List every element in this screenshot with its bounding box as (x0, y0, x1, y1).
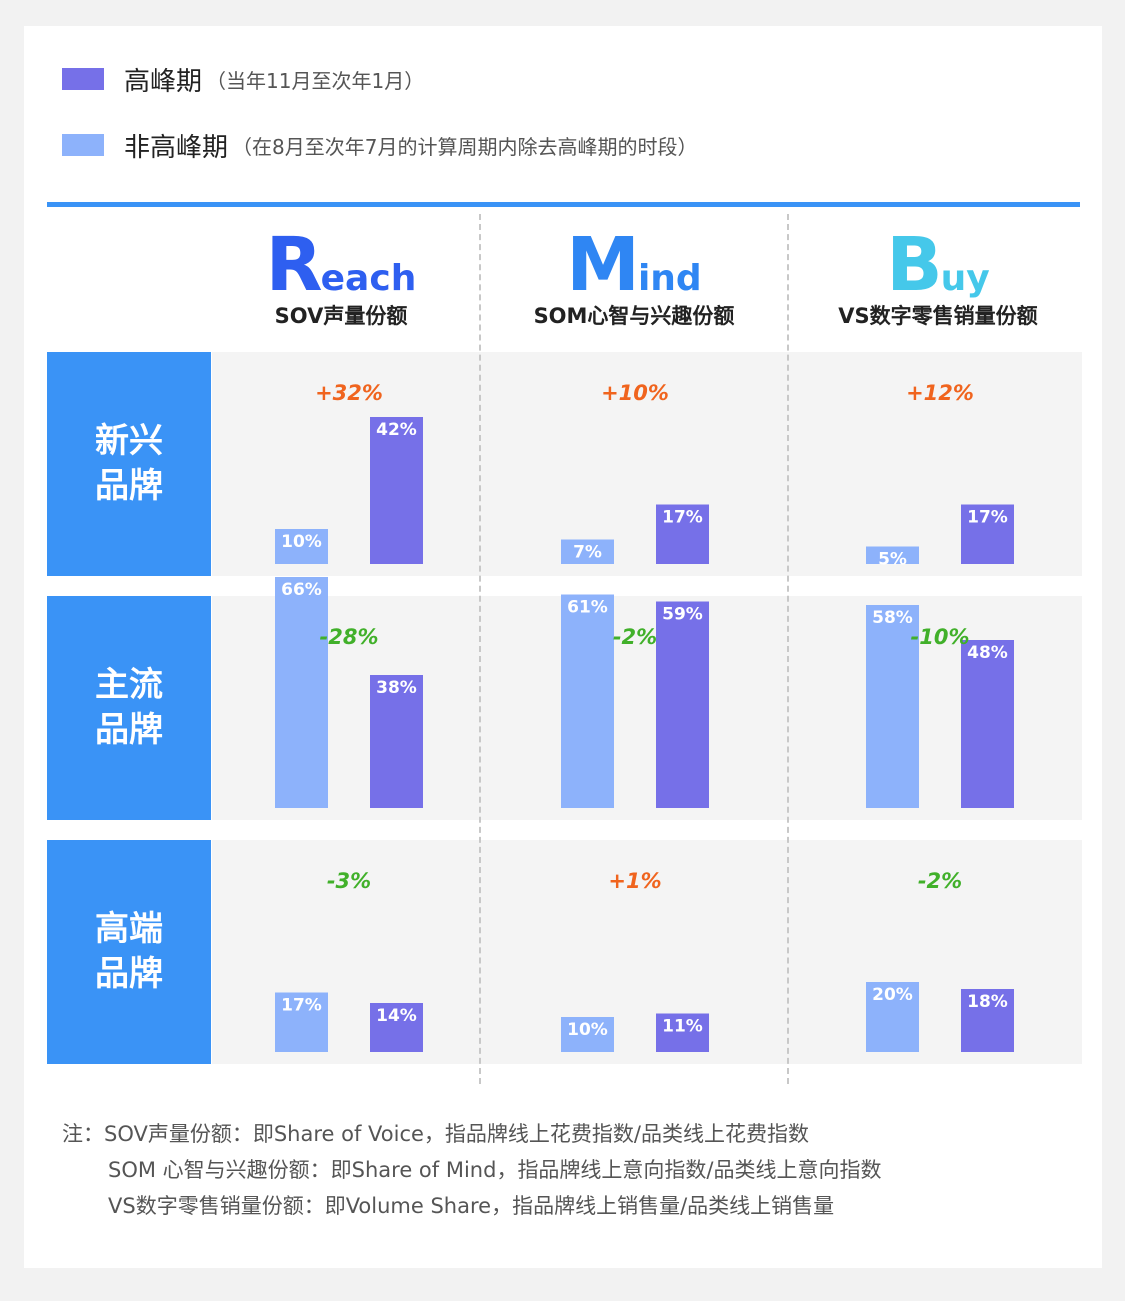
change-label: +12% (906, 381, 974, 405)
change-label: -2% (918, 869, 962, 893)
column-initial: R (265, 222, 323, 308)
column-subtitle: SOV声量份额 (274, 304, 408, 328)
change-label: +1% (608, 869, 661, 893)
bar-offpeak-label: 10% (281, 532, 322, 552)
change-label: -3% (327, 869, 371, 893)
bar-chart-area: 10% 42% +32% 7% 17% +10% 5% 17% +12% 66% 38% -28% 61… (275, 381, 1014, 1052)
legend-item-offpeak: 非高峰期 （在8月至次年7月的计算周期内除去高峰期的时段） (62, 130, 698, 163)
bar-offpeak (275, 529, 328, 564)
bar-offpeak-label: 58% (872, 608, 913, 628)
bar-offpeak (275, 992, 328, 1052)
bar-peak-label: 14% (376, 1006, 417, 1026)
bar-offpeak (561, 1017, 614, 1052)
bar-peak (656, 504, 709, 564)
change-label: -28% (320, 625, 379, 649)
note-line-3: VS数字零售销量份额：即Volume Share，指品牌线上销售量/品类线上销售… (108, 1194, 835, 1218)
bar-peak (370, 1003, 423, 1052)
bar-offpeak-label: 17% (281, 996, 322, 1016)
legend-note-offpeak: （在8月至次年7月的计算周期内除去高峰期的时段） (232, 134, 698, 159)
change-label: +10% (601, 381, 669, 405)
bar-peak (961, 989, 1014, 1052)
bar-peak-label: 48% (967, 643, 1008, 663)
bar-offpeak (866, 982, 919, 1052)
bar-peak (370, 417, 423, 564)
row-band-premium (212, 840, 1082, 1064)
note-line-2: SOM 心智与兴趣份额：即Share of Mind，指品牌线上意向指数/品类线… (108, 1158, 882, 1182)
bar-peak (370, 675, 423, 808)
legend-label-peak: 高峰期 (124, 66, 203, 97)
column-header-reach: Reach SOV声量份额 (191, 222, 491, 330)
column-initial: B (886, 222, 942, 308)
bar-offpeak-label: 10% (567, 1020, 608, 1040)
column-word: uy (940, 258, 990, 299)
bar-offpeak-label: 5% (878, 550, 907, 570)
row-label-mainstream: 主流 品牌 (47, 596, 211, 820)
bar-offpeak (866, 546, 919, 564)
bar-peak-label: 59% (662, 605, 703, 625)
column-header-buy: Buy VS数字零售销量份额 (788, 222, 1088, 330)
header-rule (47, 202, 1080, 207)
column-initial: M (566, 222, 640, 308)
bar-peak-label: 42% (376, 420, 417, 440)
column-divider (479, 214, 481, 1084)
row-band-emerging (212, 352, 1082, 576)
bar-peak-label: 17% (967, 508, 1008, 528)
bar-offpeak (561, 539, 614, 564)
bar-peak (656, 1013, 709, 1052)
column-header-mind: Mind SOM心智与兴趣份额 (484, 222, 784, 330)
legend-swatch-offpeak (62, 134, 104, 156)
bar-peak-label: 38% (376, 678, 417, 698)
legend-note-peak: （当年11月至次年1月） (206, 68, 425, 93)
bar-peak (961, 640, 1014, 808)
bar-offpeak (866, 605, 919, 808)
bar-peak (961, 504, 1014, 564)
bar-offpeak-label: 66% (281, 580, 322, 600)
bar-offpeak-label: 20% (872, 985, 913, 1005)
column-word: each (320, 258, 417, 299)
column-subtitle: VS数字零售销量份额 (838, 304, 1038, 328)
bar-offpeak-label: 61% (567, 598, 608, 618)
chart-card: 高峰期 （当年11月至次年1月） 非高峰期 （在8月至次年7月的计算周期内除去高… (24, 26, 1102, 1268)
column-subtitle: SOM心智与兴趣份额 (533, 304, 735, 328)
legend-item-peak: 高峰期 （当年11月至次年1月） (62, 64, 425, 97)
bar-offpeak-label: 7% (573, 543, 602, 563)
bar-peak-label: 17% (662, 508, 703, 528)
bar-offpeak (561, 594, 614, 808)
note-line-1: 注：SOV声量份额：即Share of Voice，指品牌线上花费指数/品类线上… (62, 1122, 810, 1146)
bar-offpeak (275, 577, 328, 808)
row-label-emerging: 新兴 品牌 (47, 352, 211, 576)
row-band-mainstream (212, 596, 1082, 820)
row-label-premium: 高端 品牌 (47, 840, 211, 1064)
legend-label-offpeak: 非高峰期 (124, 132, 229, 163)
column-divider (787, 214, 789, 1084)
bar-peak-label: 11% (662, 1017, 703, 1037)
column-word: ind (637, 258, 702, 299)
change-label: +32% (315, 381, 383, 405)
note-prefix: 注： (62, 1122, 104, 1146)
legend-swatch-peak (62, 68, 104, 90)
bar-peak-label: 18% (967, 992, 1008, 1012)
bar-peak (656, 601, 709, 808)
change-label: -10% (911, 625, 970, 649)
change-label: -2% (613, 625, 657, 649)
